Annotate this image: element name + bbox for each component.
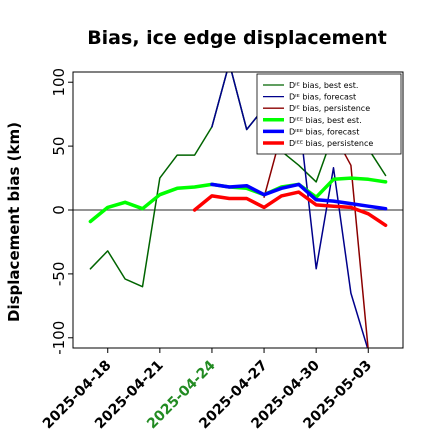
- y-tick-label-4: -50: [50, 262, 68, 287]
- x-axis-ticks: 2025-04-182025-04-212025-04-242025-04-27…: [40, 348, 375, 432]
- y-tick-label-3: 0: [50, 205, 68, 215]
- chart-title: Bias, ice edge displacement: [87, 27, 387, 49]
- y-tick-label-1: 100: [50, 68, 68, 97]
- legend-label-2: Dᴵᴱ bias, forecast: [289, 93, 356, 102]
- legend-label-1: Dᴵᴱ bias, best est.: [289, 81, 358, 90]
- y-tick-label-5: -100: [50, 321, 68, 355]
- series-line-5: [210, 182, 388, 211]
- y-axis-ticks: 100 50 0 -50 -100: [50, 68, 73, 355]
- y-axis-label: Displacement bias (km): [5, 122, 23, 322]
- series-line-6: [192, 190, 388, 228]
- legend-box: [256, 73, 402, 155]
- legend: Dᴵᴱ bias, best est. Dᴵᴱ bias, forecast Dᴵᴱ…: [256, 73, 402, 155]
- legend-label-5: Dᴵᴱᴱ bias, forecast: [289, 127, 359, 136]
- y-tick-label-2: 50: [50, 137, 68, 156]
- legend-label-4: Dᴵᴱᴱ bias, best est.: [289, 116, 362, 125]
- legend-label-6: Dᴵᴱᴱ bias, persistence: [289, 139, 373, 148]
- legend-label-3: Dᴵᴱ bias, persistence: [289, 104, 370, 113]
